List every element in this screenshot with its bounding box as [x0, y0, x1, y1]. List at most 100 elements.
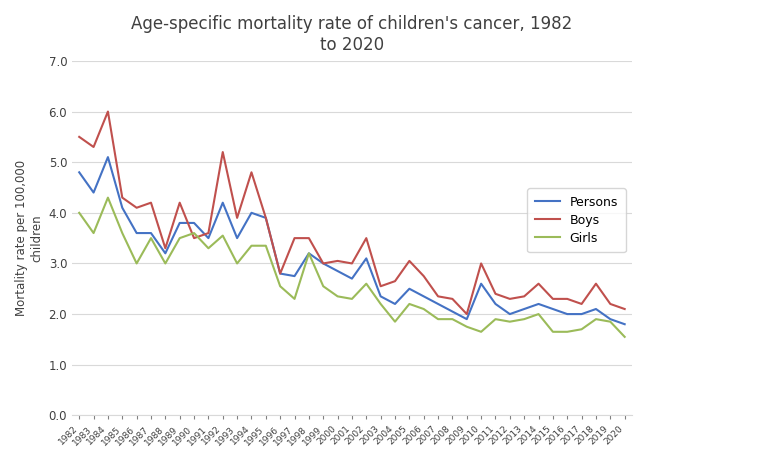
- Boys: [434, 293, 443, 299]
- Persons: [319, 261, 328, 266]
- Girls: [562, 329, 572, 334]
- Boys: [261, 215, 270, 221]
- Persons: [448, 309, 457, 314]
- Persons: [218, 200, 228, 206]
- Persons: [549, 306, 558, 312]
- Girls: [591, 316, 600, 322]
- Persons: [476, 281, 486, 286]
- Boys: [390, 279, 400, 284]
- Persons: [261, 215, 270, 221]
- Persons: [505, 311, 514, 317]
- Girls: [434, 316, 443, 322]
- Girls: [476, 329, 486, 334]
- Boys: [247, 170, 256, 175]
- Girls: [75, 210, 84, 216]
- Boys: [146, 200, 155, 206]
- Y-axis label: Mortality rate per 100,000
children: Mortality rate per 100,000 children: [15, 160, 43, 316]
- Persons: [89, 190, 98, 195]
- Boys: [161, 245, 170, 251]
- Persons: [520, 306, 529, 312]
- Persons: [146, 230, 155, 236]
- Boys: [218, 149, 228, 155]
- Line: Persons: Persons: [79, 157, 625, 324]
- Boys: [549, 296, 558, 302]
- Line: Boys: Boys: [79, 111, 625, 314]
- Girls: [275, 284, 285, 289]
- Boys: [591, 281, 600, 286]
- Persons: [204, 235, 213, 241]
- Girls: [261, 243, 270, 249]
- Boys: [189, 235, 199, 241]
- Girls: [189, 230, 199, 236]
- Girls: [347, 296, 356, 302]
- Girls: [247, 243, 256, 249]
- Boys: [275, 271, 285, 276]
- Boys: [132, 205, 142, 211]
- Persons: [419, 293, 428, 299]
- Persons: [304, 250, 314, 256]
- Girls: [132, 261, 142, 266]
- Persons: [333, 268, 342, 274]
- Persons: [347, 276, 356, 281]
- Boys: [75, 134, 84, 140]
- Boys: [118, 195, 127, 201]
- Girls: [319, 284, 328, 289]
- Boys: [290, 235, 299, 241]
- Boys: [204, 230, 213, 236]
- Boys: [606, 301, 615, 307]
- Persons: [189, 220, 199, 226]
- Boys: [419, 274, 428, 279]
- Girls: [333, 293, 342, 299]
- Persons: [534, 301, 543, 307]
- Girls: [577, 327, 586, 332]
- Girls: [620, 334, 629, 340]
- Boys: [534, 281, 543, 286]
- Boys: [520, 293, 529, 299]
- Title: Age-specific mortality rate of children's cancer, 1982
to 2020: Age-specific mortality rate of children'…: [132, 15, 572, 54]
- Girls: [606, 319, 615, 324]
- Girls: [491, 316, 500, 322]
- Boys: [233, 215, 242, 221]
- Boys: [361, 235, 371, 241]
- Persons: [75, 170, 84, 175]
- Girls: [549, 329, 558, 334]
- Boys: [89, 144, 98, 150]
- Persons: [434, 301, 443, 307]
- Girls: [361, 281, 371, 286]
- Persons: [233, 235, 242, 241]
- Boys: [304, 235, 314, 241]
- Persons: [462, 316, 471, 322]
- Boys: [319, 261, 328, 266]
- Persons: [247, 210, 256, 216]
- Girls: [103, 195, 113, 201]
- Legend: Persons, Boys, Girls: Persons, Boys, Girls: [527, 188, 626, 252]
- Girls: [419, 306, 428, 312]
- Boys: [347, 261, 356, 266]
- Girls: [376, 301, 385, 307]
- Boys: [505, 296, 514, 302]
- Boys: [462, 311, 471, 317]
- Persons: [118, 205, 127, 211]
- Persons: [562, 311, 572, 317]
- Boys: [103, 109, 113, 114]
- Girls: [89, 230, 98, 236]
- Persons: [606, 316, 615, 322]
- Line: Girls: Girls: [79, 198, 625, 337]
- Girls: [175, 235, 184, 241]
- Boys: [448, 296, 457, 302]
- Boys: [577, 301, 586, 307]
- Girls: [118, 230, 127, 236]
- Girls: [218, 233, 228, 238]
- Boys: [333, 258, 342, 264]
- Girls: [233, 261, 242, 266]
- Girls: [520, 316, 529, 322]
- Persons: [132, 230, 142, 236]
- Boys: [476, 261, 486, 266]
- Persons: [161, 250, 170, 256]
- Persons: [491, 301, 500, 307]
- Girls: [505, 319, 514, 324]
- Persons: [275, 271, 285, 276]
- Boys: [405, 258, 414, 264]
- Persons: [405, 286, 414, 292]
- Girls: [204, 245, 213, 251]
